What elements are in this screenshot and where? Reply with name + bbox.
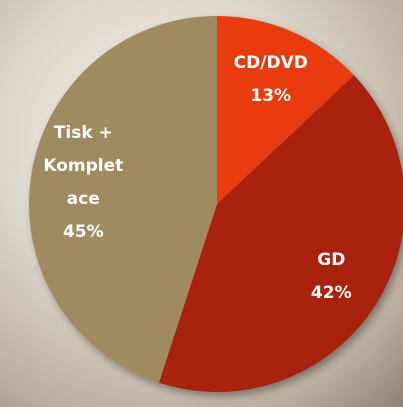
slice-label: CD/DVD 13% bbox=[229, 47, 313, 113]
slice-label: GD 42% bbox=[289, 244, 373, 310]
category-label: Tisk + Kompletace bbox=[43, 122, 124, 209]
pie-slice bbox=[158, 75, 403, 392]
value-label: 13% bbox=[250, 85, 292, 106]
slice-label: Tisk + Kompletace 45% bbox=[41, 117, 125, 249]
category-label: GD bbox=[317, 249, 346, 270]
category-label: CD/DVD bbox=[233, 52, 308, 73]
value-label: 42% bbox=[310, 282, 352, 303]
pie bbox=[29, 16, 403, 392]
pie-slice bbox=[217, 16, 355, 204]
value-label: 45% bbox=[62, 221, 104, 242]
pie-slice bbox=[29, 16, 218, 383]
